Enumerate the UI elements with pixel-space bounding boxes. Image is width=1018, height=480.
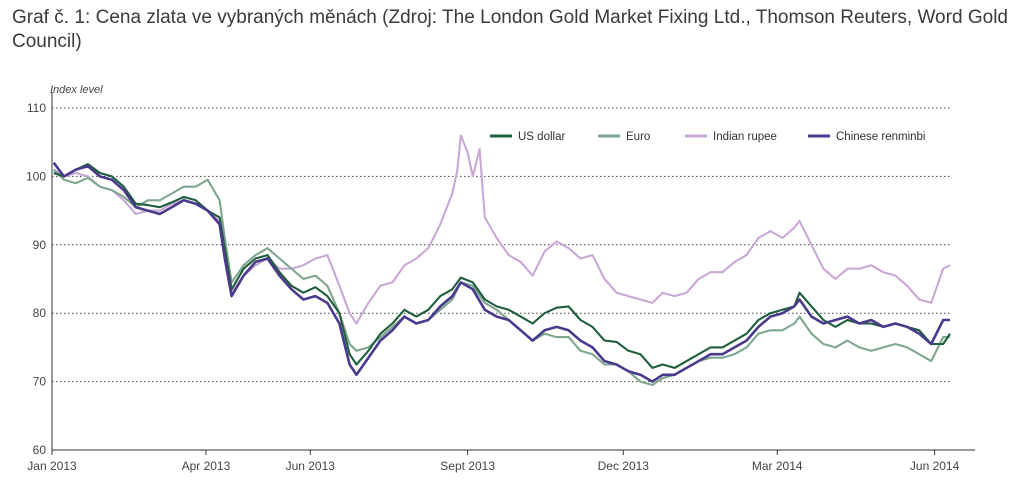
x-tick-label: Jun 2014 xyxy=(910,459,960,473)
series-line-indian-rupee xyxy=(53,134,951,325)
legend-label: US dollar xyxy=(518,131,565,143)
y-tick-label: 100 xyxy=(26,169,46,183)
x-tick-label: Sept 2013 xyxy=(440,459,495,473)
legend-label: Indian rupee xyxy=(713,131,777,143)
legend-label: Euro xyxy=(626,131,650,143)
x-tick-label: Apr 2013 xyxy=(182,459,231,473)
x-tick-label: Mar 2014 xyxy=(752,459,803,473)
y-tick-label: 110 xyxy=(27,101,46,115)
legend: US dollar Euro Indian rupee Chinese renminb… xyxy=(490,131,926,143)
y-tick-label: 60 xyxy=(33,443,47,457)
x-tick-label: Jun 2013 xyxy=(286,459,336,473)
y-axis-label: Index level xyxy=(50,84,103,96)
x-tick-label: Dec 2013 xyxy=(598,459,650,473)
series-line-chinese-renminbi xyxy=(52,161,950,383)
legend-label: Chinese renminbi xyxy=(836,131,926,143)
axes: 60 70 80 90 100 110 Index level Jan 2013 Apr 201… xyxy=(26,84,975,473)
y-tick-label: 80 xyxy=(33,306,47,320)
y-tick-label: 90 xyxy=(33,238,47,252)
x-tick-label: Jan 2013 xyxy=(27,459,77,473)
y-tick-label: 70 xyxy=(33,375,47,389)
series-lines xyxy=(52,134,951,387)
chart-caption: Graf č. 1: Cena zlata ve vybraných měnác… xyxy=(12,7,1008,52)
series-line-euro xyxy=(52,168,950,387)
